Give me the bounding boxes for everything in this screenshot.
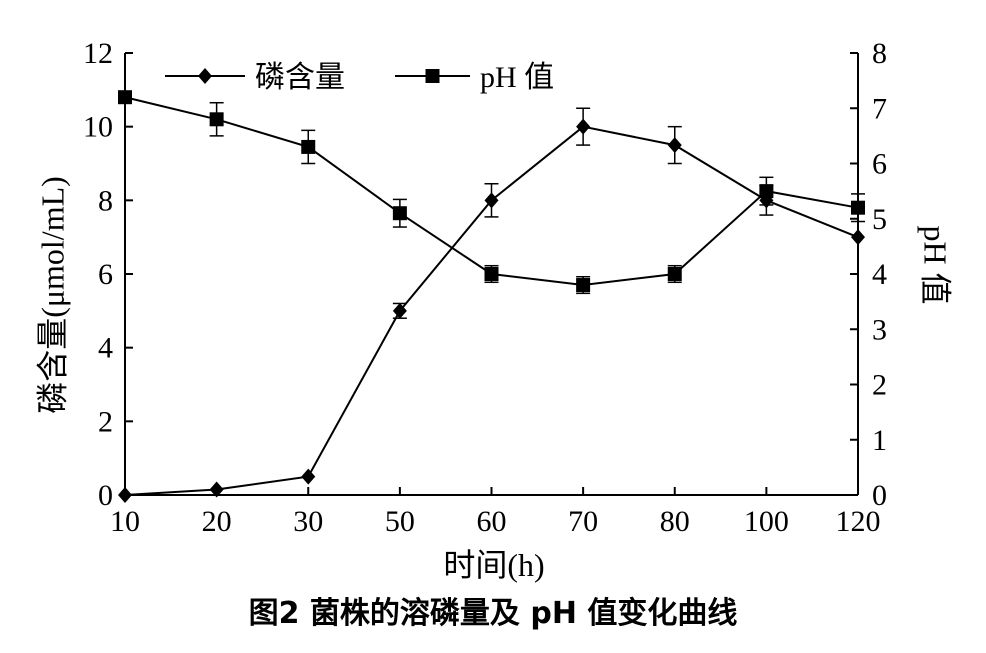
y-right-tick-label: 6 bbox=[872, 148, 887, 181]
y-right-tick-label: 0 bbox=[872, 479, 887, 512]
series-1 bbox=[118, 107, 865, 503]
x-tick-label: 100 bbox=[744, 505, 789, 538]
data-point-diamond bbox=[209, 481, 224, 498]
x-tick-label: 80 bbox=[660, 505, 690, 538]
data-point-square bbox=[851, 200, 865, 215]
data-point-square bbox=[209, 112, 224, 127]
y-left-axis-label: 磷含量(μmol/mL) bbox=[34, 176, 70, 414]
data-point-diamond bbox=[667, 137, 682, 154]
x-tick-labels: 10 20 30 50 60 70 80 100 120 bbox=[110, 505, 881, 538]
data-point-diamond bbox=[392, 302, 407, 319]
y-right-tick-label: 3 bbox=[872, 313, 887, 346]
data-point-diamond bbox=[576, 118, 591, 135]
y-right-tick-label: 7 bbox=[872, 92, 887, 125]
data-point-square bbox=[392, 206, 407, 221]
x-tick-label: 10 bbox=[110, 505, 140, 538]
chart-axes bbox=[124, 52, 859, 496]
x-tick-label: 30 bbox=[293, 505, 323, 538]
series-2 bbox=[118, 90, 865, 295]
y-left-tick-labels: 0 2 4 6 8 10 12 bbox=[83, 37, 113, 512]
y-left-tick-label: 2 bbox=[98, 405, 113, 438]
legend-marker-diamond bbox=[198, 68, 212, 84]
data-point-square bbox=[759, 184, 774, 199]
legend-marker-square bbox=[425, 69, 440, 83]
x-axis-label: 时间(h) bbox=[443, 547, 544, 583]
x-tick-label: 70 bbox=[568, 505, 598, 538]
data-point-diamond bbox=[301, 468, 316, 485]
data-point-square bbox=[118, 90, 132, 105]
series-line bbox=[124, 125, 859, 496]
x-tick-label: 50 bbox=[385, 505, 415, 538]
y-right-axis-label: pH 值 bbox=[918, 225, 954, 304]
y-left-tick-label: 0 bbox=[98, 479, 113, 512]
data-point-diamond bbox=[118, 487, 132, 503]
y-left-tick-label: 4 bbox=[98, 332, 113, 365]
y-right-tick-label: 4 bbox=[872, 258, 887, 291]
y-left-tick-label: 12 bbox=[83, 37, 113, 70]
data-point-square bbox=[301, 139, 316, 154]
x-tick-label: 60 bbox=[477, 505, 507, 538]
data-point-square bbox=[576, 278, 591, 293]
figure-caption: 图2 菌株的溶磷量及 pH 值变化曲线 bbox=[248, 596, 738, 631]
x-tick-label: 120 bbox=[836, 505, 881, 538]
y-right-tick-label: 2 bbox=[872, 369, 887, 402]
y-right-tick-labels: 0 1 2 3 4 5 6 7 8 bbox=[872, 37, 887, 512]
legend-label: pH 值 bbox=[480, 61, 554, 94]
series-group bbox=[118, 90, 865, 503]
data-point-square bbox=[484, 267, 499, 281]
legend-label: 磷含量 bbox=[255, 61, 345, 94]
y-right-tick-label: 8 bbox=[872, 37, 887, 70]
x-tick-label: 20 bbox=[202, 505, 232, 538]
data-point-diamond bbox=[851, 229, 865, 246]
y-left-tick-label: 8 bbox=[98, 184, 113, 217]
y-right-tick-label: 1 bbox=[872, 424, 887, 457]
y-left-tick-label: 6 bbox=[98, 258, 113, 291]
y-left-tick-label: 10 bbox=[83, 111, 113, 144]
data-point-diamond bbox=[484, 192, 499, 209]
data-point-square bbox=[667, 267, 682, 281]
legend: 磷含量 pH 值 bbox=[165, 61, 554, 94]
y-right-tick-label: 5 bbox=[872, 203, 887, 236]
